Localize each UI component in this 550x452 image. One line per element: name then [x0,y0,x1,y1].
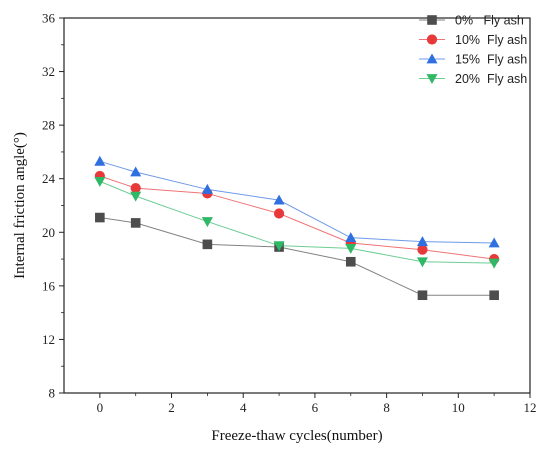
series-0 [95,212,499,301]
legend-marker [426,53,438,64]
y-axis-title: Internal friction angle(°) [12,132,28,279]
legend-item-3: 20% Fly ash [419,72,527,86]
series-1 [94,170,500,265]
x-tick-label: 2 [168,400,175,415]
data-point [345,256,356,267]
data-point [488,258,500,269]
data-point [95,212,105,223]
data-point [488,237,500,248]
legend-label: 0% Fly ash [455,14,524,28]
x-tick-label: 10 [452,400,465,415]
y-tick-label: 36 [42,11,56,26]
data-point [130,191,142,202]
data-point [94,155,106,166]
y-tick-label: 32 [42,64,55,79]
y-tick-label: 28 [42,118,55,133]
legend-item-1: 10% Fly ash [419,33,527,47]
x-axis-title: Freeze-thaw cycles(number) [211,428,382,444]
x-tick-label: 4 [240,400,247,415]
x-tick-label: 0 [97,400,104,415]
data-point [417,290,428,301]
data-point [273,208,285,219]
legend-label: 20% Fly ash [455,72,527,86]
legend-marker [427,15,437,25]
data-point [130,218,141,228]
legend: 0% Fly ash 10% Fly ash 15% Fly ash 20% Fly … [419,14,527,86]
series-layer [94,155,500,301]
legend-label: 10% Fly ash [455,33,527,47]
data-point [417,244,428,255]
x-tick-label: 8 [383,400,390,415]
legend-label: 15% Fly ash [455,53,527,67]
data-point [130,166,142,177]
y-tick-label: 20 [42,225,55,240]
data-point [273,194,285,205]
y-tick-label: 16 [42,278,56,293]
x-tick-label: 12 [524,400,537,415]
y-tick-label: 24 [42,171,56,186]
data-point [201,183,213,194]
data-point [94,176,106,187]
legend-item-0: 0% Fly ash [419,14,524,28]
data-point [130,182,141,194]
y-tick-label: 12 [42,332,55,347]
series-line [99,160,495,244]
data-point [416,236,428,247]
legend-marker [426,74,438,85]
y-tick-label: 8 [49,386,56,401]
data-point [345,232,357,243]
data-point [273,241,285,252]
series-3 [94,176,500,269]
data-point [345,243,357,254]
legend-item-2: 15% Fly ash [419,53,527,67]
data-point [202,239,213,250]
data-point [416,257,428,268]
legend-marker [426,34,438,45]
x-tick-label: 6 [312,400,319,415]
data-point [489,290,499,301]
series-line [99,217,495,296]
data-point [201,217,213,228]
series-2 [94,155,500,248]
